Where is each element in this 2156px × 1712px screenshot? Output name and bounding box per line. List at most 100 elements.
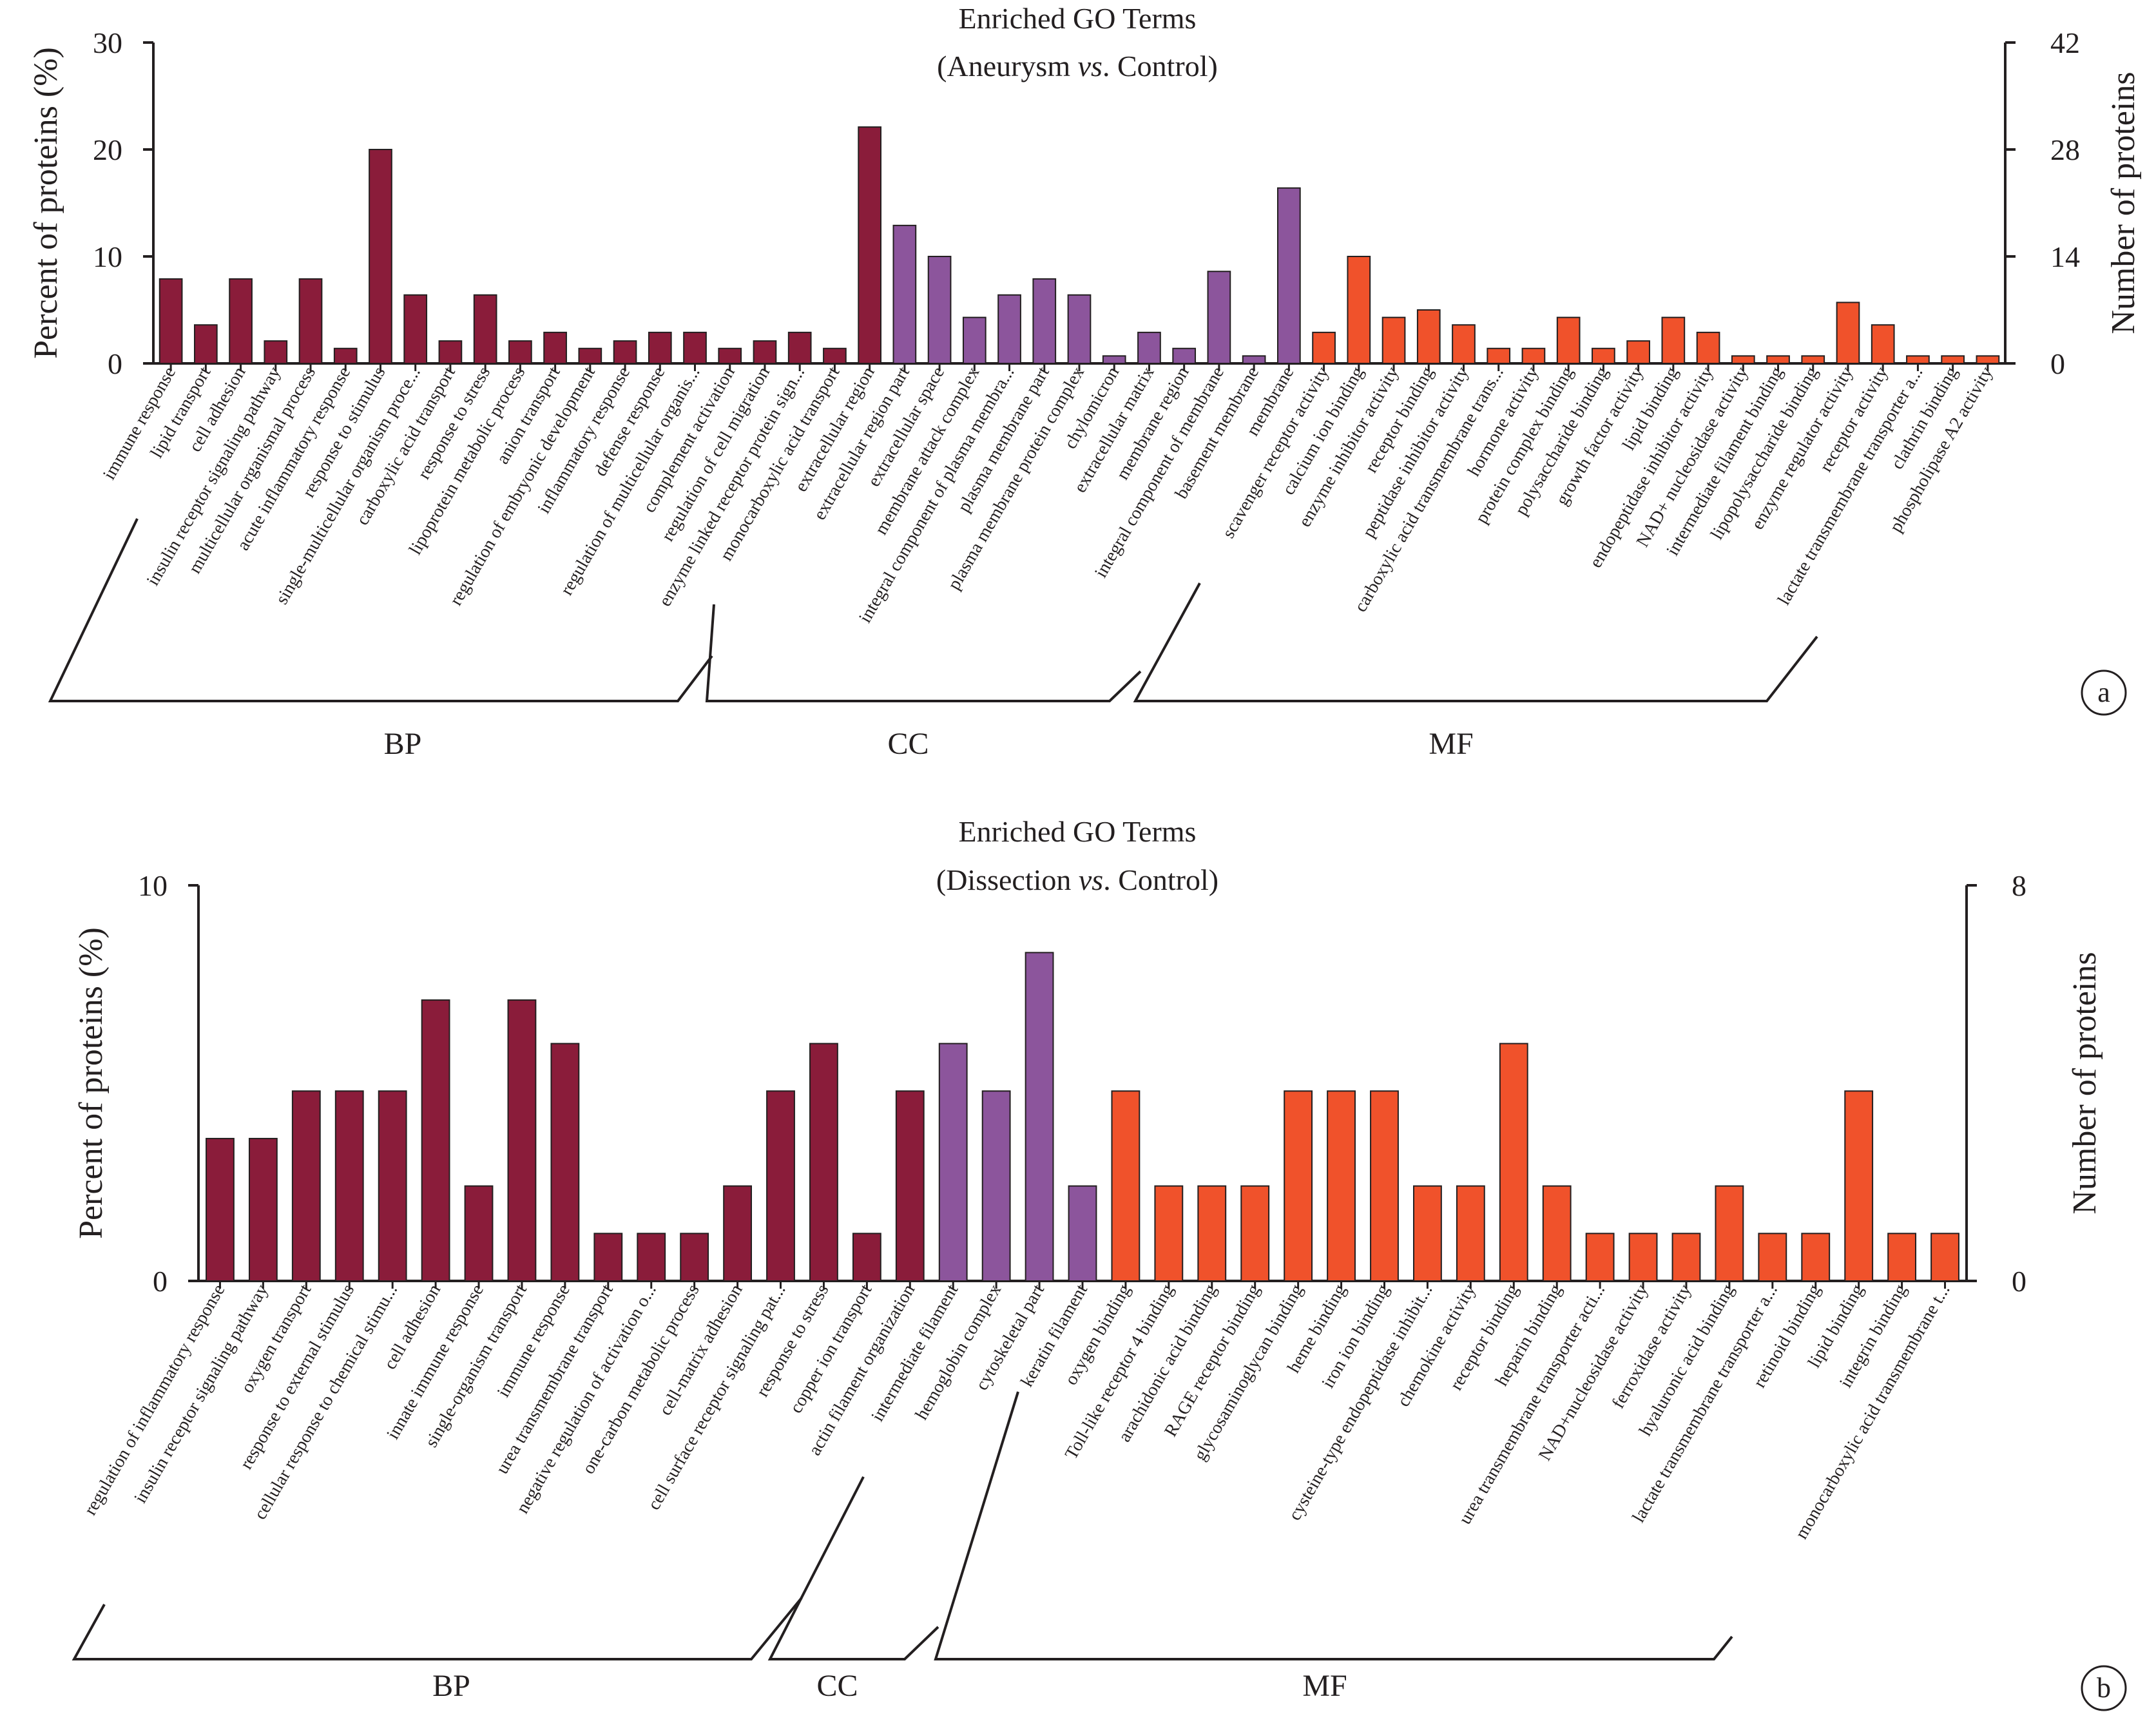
group-label: BP	[384, 727, 422, 761]
bar	[1102, 355, 1126, 365]
group-bracket	[72, 1597, 803, 1660]
bar	[637, 1233, 666, 1282]
bar	[1521, 347, 1546, 365]
group-bracket	[934, 1391, 1733, 1660]
bar	[1412, 1185, 1442, 1282]
bar	[1456, 1185, 1485, 1282]
chart-subtitle: (Aneurysm vs. Control)	[937, 50, 1218, 82]
bar	[1207, 271, 1231, 364]
y-axis-title-left: Percent of proteins (%)	[73, 927, 110, 1239]
bar	[895, 1090, 925, 1282]
bar	[1801, 1233, 1831, 1282]
bar	[1068, 1185, 1097, 1282]
group-bracket	[705, 604, 1142, 702]
y-tick-label-left: 0	[153, 1265, 168, 1298]
bar	[1370, 1090, 1399, 1282]
bar	[1542, 1185, 1572, 1282]
bar	[1312, 331, 1336, 364]
bar	[1592, 347, 1615, 365]
bar	[1715, 1185, 1744, 1282]
bar	[1661, 316, 1686, 364]
y-tick-label-right: 28	[2050, 133, 2080, 166]
panel-label-circle	[2081, 669, 2127, 716]
bar	[1197, 1185, 1227, 1282]
bar	[1381, 316, 1406, 364]
bar	[1137, 331, 1161, 364]
bar	[718, 347, 742, 365]
bar	[787, 331, 812, 364]
y-tick-label-left: 10	[138, 869, 168, 902]
bar	[1906, 355, 1930, 365]
bar	[159, 278, 183, 364]
bar	[1887, 1233, 1917, 1282]
bar	[1731, 355, 1755, 365]
bar	[1628, 1233, 1658, 1282]
bar	[206, 1137, 235, 1282]
bar	[938, 1043, 968, 1282]
bar	[1766, 355, 1790, 365]
y-axis-title-right: Number of proteins	[2066, 952, 2103, 1214]
y-tick-label-left: 0	[108, 347, 122, 380]
group-label: CC	[816, 1669, 858, 1703]
bar	[1284, 1090, 1313, 1282]
y-tick-label-right: 0	[2050, 347, 2065, 380]
bar	[1111, 1090, 1141, 1282]
bar	[578, 347, 602, 365]
bar	[550, 1043, 580, 1282]
bar	[1836, 302, 1860, 365]
group-label: MF	[1302, 1669, 1347, 1703]
bar	[1032, 278, 1057, 364]
bar	[1025, 952, 1054, 1282]
group-bracket	[767, 1476, 939, 1660]
chart-title: Enriched GO Terms	[959, 815, 1197, 848]
bar	[823, 347, 847, 365]
bar	[683, 331, 707, 364]
panel-label: b	[2097, 1672, 2111, 1704]
bar	[1626, 340, 1650, 365]
bar	[809, 1043, 838, 1282]
y-tick-label-left: 30	[93, 26, 122, 59]
bar	[438, 340, 463, 365]
bar	[229, 278, 253, 364]
panel-label-circle	[2081, 1665, 2127, 1711]
y-tick-label-left: 20	[93, 133, 122, 166]
y-tick-label-right: 14	[2050, 240, 2080, 273]
bar	[892, 224, 917, 364]
bar	[1347, 256, 1371, 364]
bar	[997, 294, 1021, 365]
y-tick-label-right: 8	[2012, 869, 2026, 902]
bar	[1416, 309, 1441, 364]
chart-title: Enriched GO Terms	[959, 2, 1197, 35]
bar	[334, 1090, 364, 1282]
bar	[981, 1090, 1011, 1282]
bar	[1277, 187, 1301, 364]
group-bracket	[1133, 582, 1818, 702]
bar	[508, 340, 532, 365]
bar	[403, 294, 428, 365]
bar	[680, 1233, 709, 1282]
bar	[1154, 1185, 1184, 1282]
bar	[1242, 355, 1266, 365]
y-axis-title-left: Percent of proteins (%)	[28, 47, 64, 359]
bar	[723, 1185, 753, 1282]
bar	[543, 331, 567, 364]
bar	[613, 340, 637, 365]
bar	[378, 1090, 407, 1282]
bar	[1696, 331, 1720, 364]
group-label: CC	[887, 727, 929, 761]
bar	[1172, 347, 1197, 365]
bar	[593, 1233, 623, 1282]
bar	[1871, 324, 1895, 364]
bar	[421, 999, 450, 1282]
bar	[1487, 347, 1511, 365]
bar	[264, 340, 288, 365]
y-tick-label-left: 10	[93, 240, 122, 273]
bar	[1930, 1233, 1959, 1282]
bar	[1585, 1233, 1615, 1282]
bar	[766, 1090, 795, 1282]
bar	[1941, 355, 1965, 365]
bar	[927, 256, 952, 364]
bar	[1976, 355, 2000, 365]
bar	[1499, 1043, 1528, 1282]
